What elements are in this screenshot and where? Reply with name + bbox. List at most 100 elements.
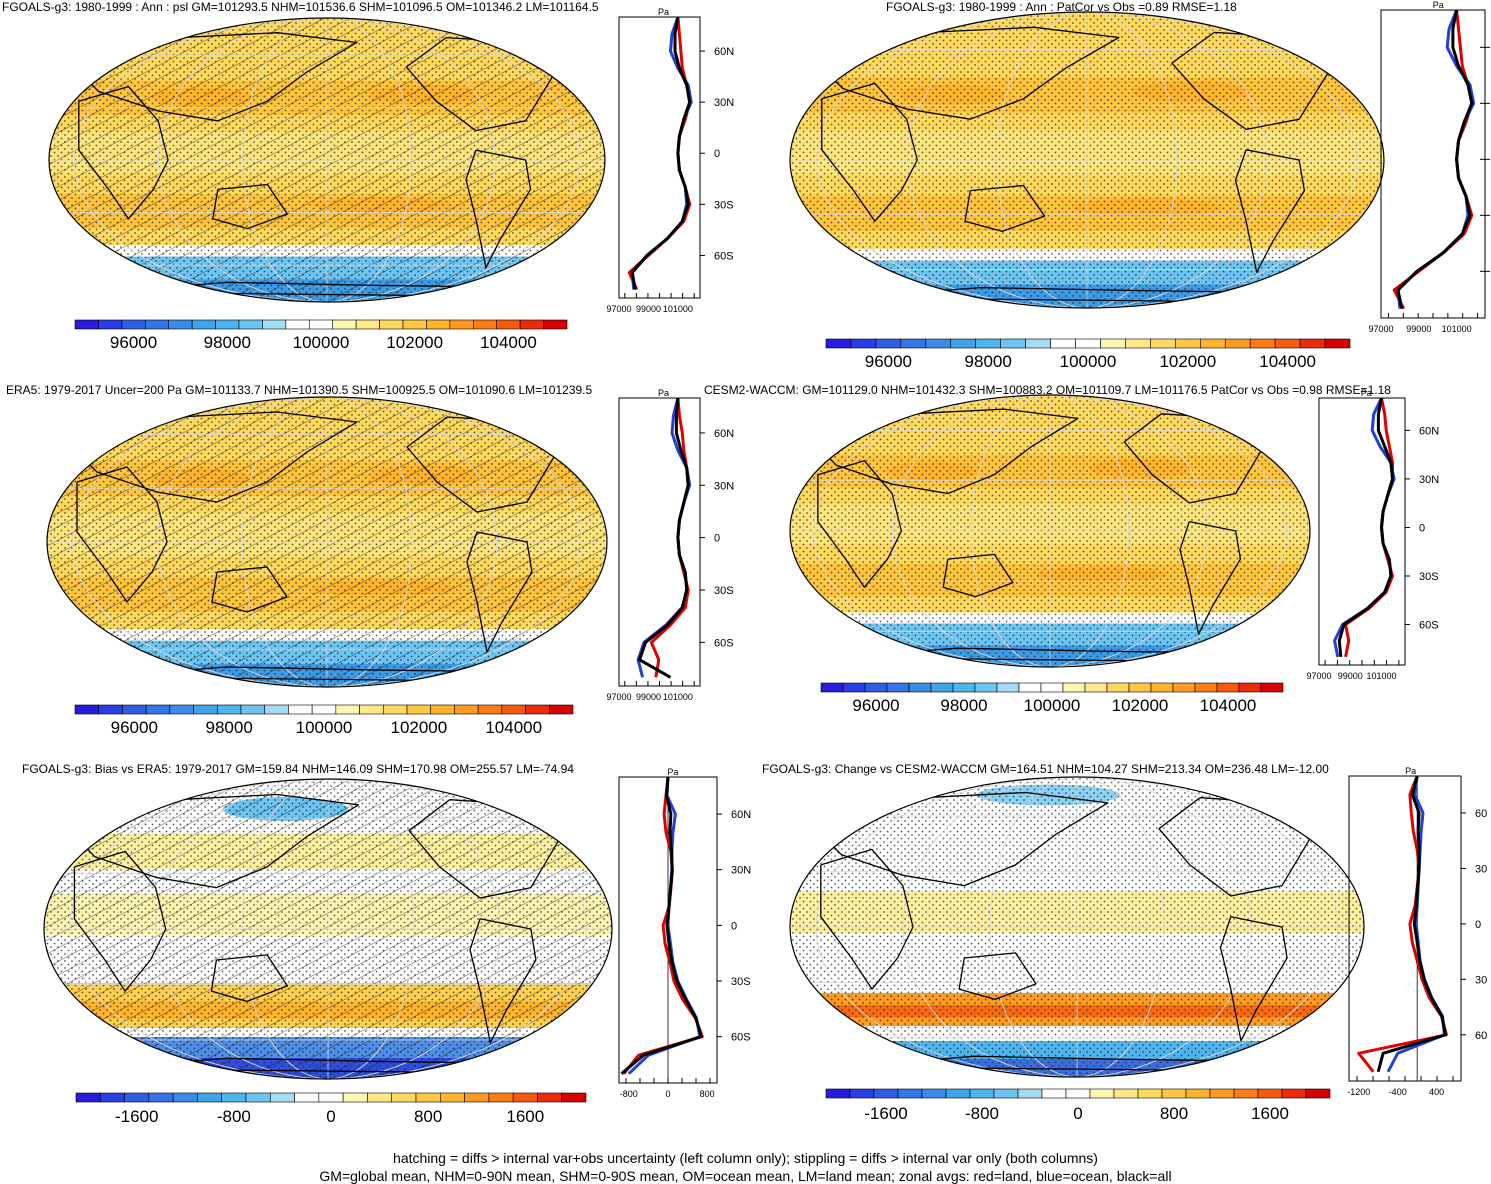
- zonal-lat-tick-label: 30S: [714, 585, 734, 597]
- colorbar-swatch: [1324, 338, 1351, 349]
- zonal-x-tick-label: 101000: [1367, 671, 1397, 681]
- continent-south-america: [469, 918, 537, 1044]
- zonal-unit-label: Pa: [658, 7, 669, 17]
- colorbar-tick-label: -800: [217, 1107, 251, 1126]
- zonal-x-tick-label: 800: [700, 1089, 715, 1099]
- zonal-lat-tick-label: 60S: [714, 637, 734, 649]
- colorbar-swatch: [1185, 1088, 1211, 1099]
- colorbar-swatch: [1305, 1088, 1331, 1099]
- zonal-x-tick-label: 97000: [606, 304, 631, 314]
- meridian-line: [69, 779, 587, 1079]
- graticule: [790, 777, 1364, 1077]
- zonal-lat-tick-label: 60N: [731, 809, 751, 821]
- colorbar-swatch: [897, 1088, 923, 1099]
- continent-eurasia: [68, 32, 358, 122]
- colorbar-swatch: [1281, 1088, 1307, 1099]
- panel-title: FGOALS-g3: 1980-1999 : Ann : PatCor vs O…: [886, 0, 1237, 14]
- meridian-line: [906, 12, 1268, 308]
- colorbar-tick-label: -800: [965, 1104, 999, 1123]
- map-field: [49, 18, 605, 302]
- continent-africa: [76, 466, 168, 603]
- colorbar-swatch: [1089, 1088, 1115, 1099]
- colorbar-tick-label: 100000: [296, 718, 353, 737]
- continent-south-america: [1219, 916, 1288, 1042]
- continent-africa: [78, 85, 169, 220]
- colorbar-swatch: [873, 1088, 899, 1099]
- continent-australia: [211, 566, 288, 613]
- coastlines: [810, 26, 1364, 304]
- panel-title: CESM2-WACCM: GM=101129.0 NHM=101432.3 SH…: [704, 383, 1391, 397]
- zonal-lat-tick-label: 30: [1475, 974, 1487, 986]
- zonal-series-all: [1337, 397, 1394, 658]
- zonal-x-tick-label: 101000: [1442, 324, 1472, 334]
- meridian-line: [902, 777, 1252, 1077]
- meridian-line: [72, 397, 582, 687]
- map-outline: [48, 17, 606, 303]
- colorbar-swatch: [1017, 1088, 1043, 1099]
- zonal-lat-tick-label: 60S: [1419, 620, 1439, 632]
- continent-eurasia: [66, 411, 358, 503]
- colorbar-tick-label: 98000: [940, 696, 987, 715]
- colorbar-swatch: [1257, 1088, 1283, 1099]
- meridian-line: [241, 779, 415, 1079]
- zonal-x-tick-label: 97000: [1306, 671, 1331, 681]
- colorbar-swatch: [945, 1088, 971, 1099]
- zonal-series-all: [1376, 775, 1447, 1073]
- zonal-lat-tick-label: 30N: [1419, 474, 1439, 486]
- map-field: [47, 397, 607, 687]
- continent-australia: [212, 183, 288, 230]
- zonal-lat-tick-label: 30S: [714, 199, 734, 211]
- zonal-lat-tick-label: 60N: [714, 46, 734, 58]
- zonal-series-all: [638, 397, 690, 679]
- zonal-lat-tick-label: 30N: [731, 865, 751, 877]
- map-field: [44, 779, 612, 1079]
- continent-australia: [958, 952, 1037, 1001]
- zonal-lat-tick-label: 30N: [714, 97, 734, 109]
- panel-title: ERA5: 1979-2017 Uncer=200 Pa GM=101133.7…: [6, 383, 593, 397]
- panel-title: FGOALS-g3: Bias vs ERA5: 1979-2017 GM=15…: [22, 762, 574, 776]
- continent-south-america: [465, 149, 532, 269]
- zonal-series-all: [620, 776, 703, 1075]
- zonal-lat-tick-label: 60N: [714, 428, 734, 440]
- continent-south-america: [1234, 149, 1306, 273]
- colorbar-tick-label: -1600: [115, 1107, 158, 1126]
- colorbar-tick-label: 102000: [1112, 696, 1169, 715]
- zonal-mean-plot: Pa 60N 30N 0 30S 60S -800 0 800: [618, 767, 751, 1099]
- colorbar-tick-label: 104000: [480, 333, 537, 352]
- continent-australia: [210, 954, 289, 1003]
- zonal-x-tick-label: 99000: [1406, 324, 1431, 334]
- colorbar: 96000 98000 100000 102000 104000: [825, 338, 1351, 371]
- zonal-lat-tick-label: 60: [1475, 1030, 1487, 1042]
- meridian-line: [970, 395, 1130, 667]
- colorbar-tick-label: 98000: [206, 718, 253, 737]
- map-outline: [789, 776, 1365, 1078]
- continent-south-america: [466, 531, 533, 653]
- zonal-x-tick-label: 400: [1429, 1087, 1444, 1097]
- continent-africa: [73, 850, 167, 992]
- footer-note-line1: hatching = diffs > internal var+obs unce…: [393, 1150, 1098, 1166]
- colorbar-swatch: [1065, 1088, 1091, 1099]
- graticule: [790, 395, 1310, 667]
- colorbar: -1600 -800 0 800 1600: [825, 1088, 1331, 1123]
- zonal-lat-tick-label: 0: [1475, 919, 1481, 931]
- colorbar-tick-label: 0: [326, 1107, 335, 1126]
- zonal-series-all: [1396, 9, 1474, 309]
- continent-australia: [964, 184, 1046, 233]
- continent-africa: [821, 82, 918, 222]
- zonal-lat-tick-label: 0: [1419, 522, 1425, 534]
- continent-africa: [820, 848, 914, 990]
- colorbar-tick-label: 96000: [865, 352, 912, 371]
- zonal-lat-tick-label: 60S: [731, 1032, 751, 1044]
- zonal-unit-label: Pa: [658, 388, 669, 398]
- colorbar-tick-label: -1600: [864, 1104, 907, 1123]
- colorbar-swatch: [993, 1088, 1019, 1099]
- map-outline: [789, 394, 1311, 668]
- colorbar-tick-label: 1600: [506, 1107, 544, 1126]
- meridian-line: [73, 18, 581, 302]
- zonal-lat-tick-label: 30S: [1419, 571, 1439, 583]
